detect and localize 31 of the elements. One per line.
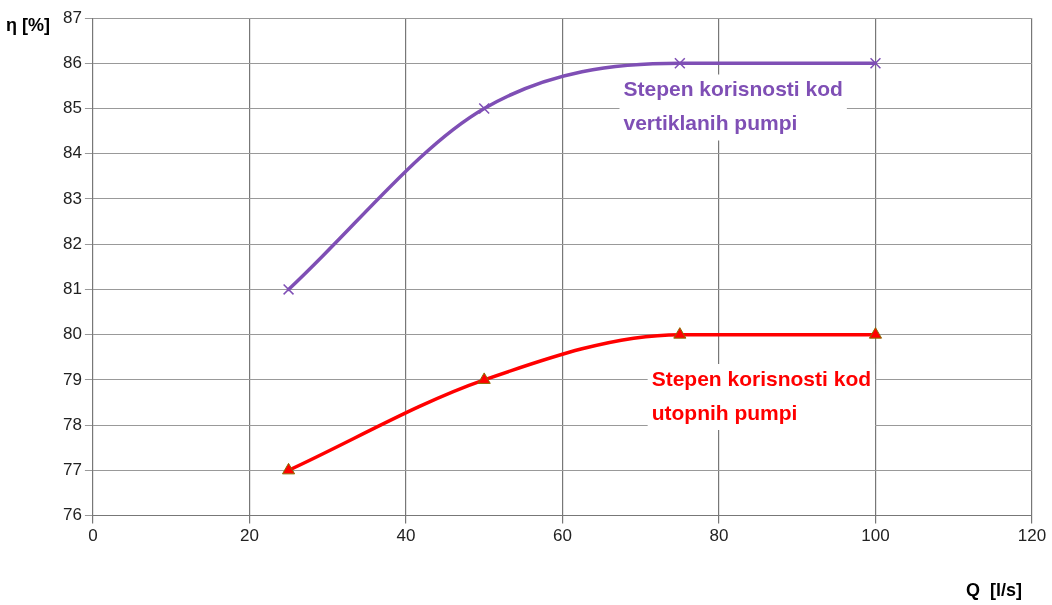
y-axis-title: η [%]: [6, 14, 50, 35]
y-tick-label: 81: [62, 279, 82, 299]
point: [281, 462, 296, 475]
x-tick-label: 40: [396, 526, 416, 546]
y-tick-label: 86: [62, 52, 82, 72]
y-tick-label: 78: [62, 414, 82, 434]
y-tick-label: 77: [62, 460, 82, 480]
x-tick-label: 120: [1017, 526, 1047, 546]
point: [868, 327, 883, 339]
x-tick-label: 80: [709, 526, 729, 546]
y-tick-label: 84: [62, 143, 82, 163]
y-tick-label: 87: [62, 7, 82, 27]
point: [674, 57, 686, 69]
y-tick-label: 85: [62, 98, 82, 118]
y-tick-label: 83: [62, 188, 82, 208]
x-tick-label: 60: [552, 526, 572, 546]
point: [282, 283, 295, 296]
point: [478, 102, 490, 115]
x-tick-label: 0: [88, 526, 98, 546]
y-tick-label: 79: [62, 369, 82, 389]
y-tick-label: 82: [62, 233, 82, 253]
point: [477, 372, 491, 384]
x-axis-title: Q [l/s]: [965, 579, 1022, 600]
y-tick-label: 80: [62, 324, 82, 344]
series-label: Stepen korisnosti kod utopnih pumpi: [651, 366, 872, 424]
point: [869, 57, 882, 69]
x-tick-label: 100: [861, 526, 890, 546]
series-label: Stepen korisnosti kod vertiklanih pumpi: [623, 77, 843, 135]
y-tick-label: 76: [62, 505, 82, 525]
point: [673, 327, 687, 339]
x-tick-label: 20: [239, 526, 259, 546]
